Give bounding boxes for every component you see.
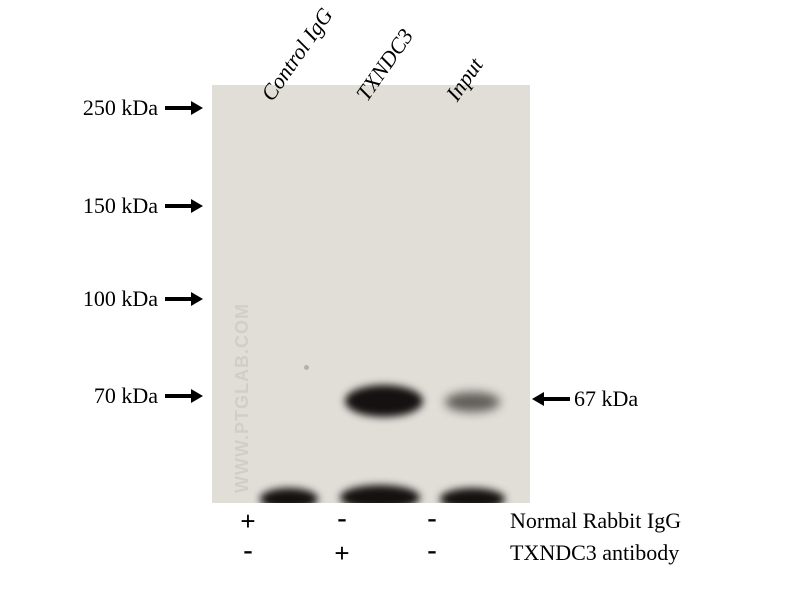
mw-arrow-icon: [165, 395, 203, 397]
detected-arrow-icon: [532, 398, 570, 400]
mw-arrow-icon: [165, 298, 203, 300]
blot-membrane: WWW.PTGLAB.COM: [212, 85, 530, 503]
key-row-label: TXNDC3 antibody: [510, 540, 679, 566]
blot-band: [440, 488, 505, 503]
key-row-label: Normal Rabbit IgG: [510, 508, 681, 534]
blot-band: [260, 488, 318, 503]
mw-label: 250 kDa: [48, 95, 158, 121]
key-symbol: +: [312, 538, 372, 569]
figure-container: WWW.PTGLAB.COM Control IgGTXNDC3Input 25…: [0, 0, 800, 600]
watermark-text: WWW.PTGLAB.COM: [232, 303, 253, 493]
detected-band-label: 67 kDa: [574, 386, 638, 412]
key-symbol: -: [402, 534, 462, 568]
mw-arrow-icon: [165, 107, 203, 109]
mw-label: 70 kDa: [48, 383, 158, 409]
key-symbol: -: [402, 502, 462, 536]
key-symbol: -: [312, 502, 372, 536]
mw-label: 150 kDa: [48, 193, 158, 219]
blot-band: [445, 392, 500, 412]
key-symbol: -: [218, 534, 278, 568]
blot-band: [345, 385, 423, 417]
mw-label: 100 kDa: [48, 286, 158, 312]
noise-speck: [304, 365, 309, 370]
blot-band: [340, 485, 420, 503]
key-symbol: +: [218, 506, 278, 537]
mw-arrow-icon: [165, 205, 203, 207]
